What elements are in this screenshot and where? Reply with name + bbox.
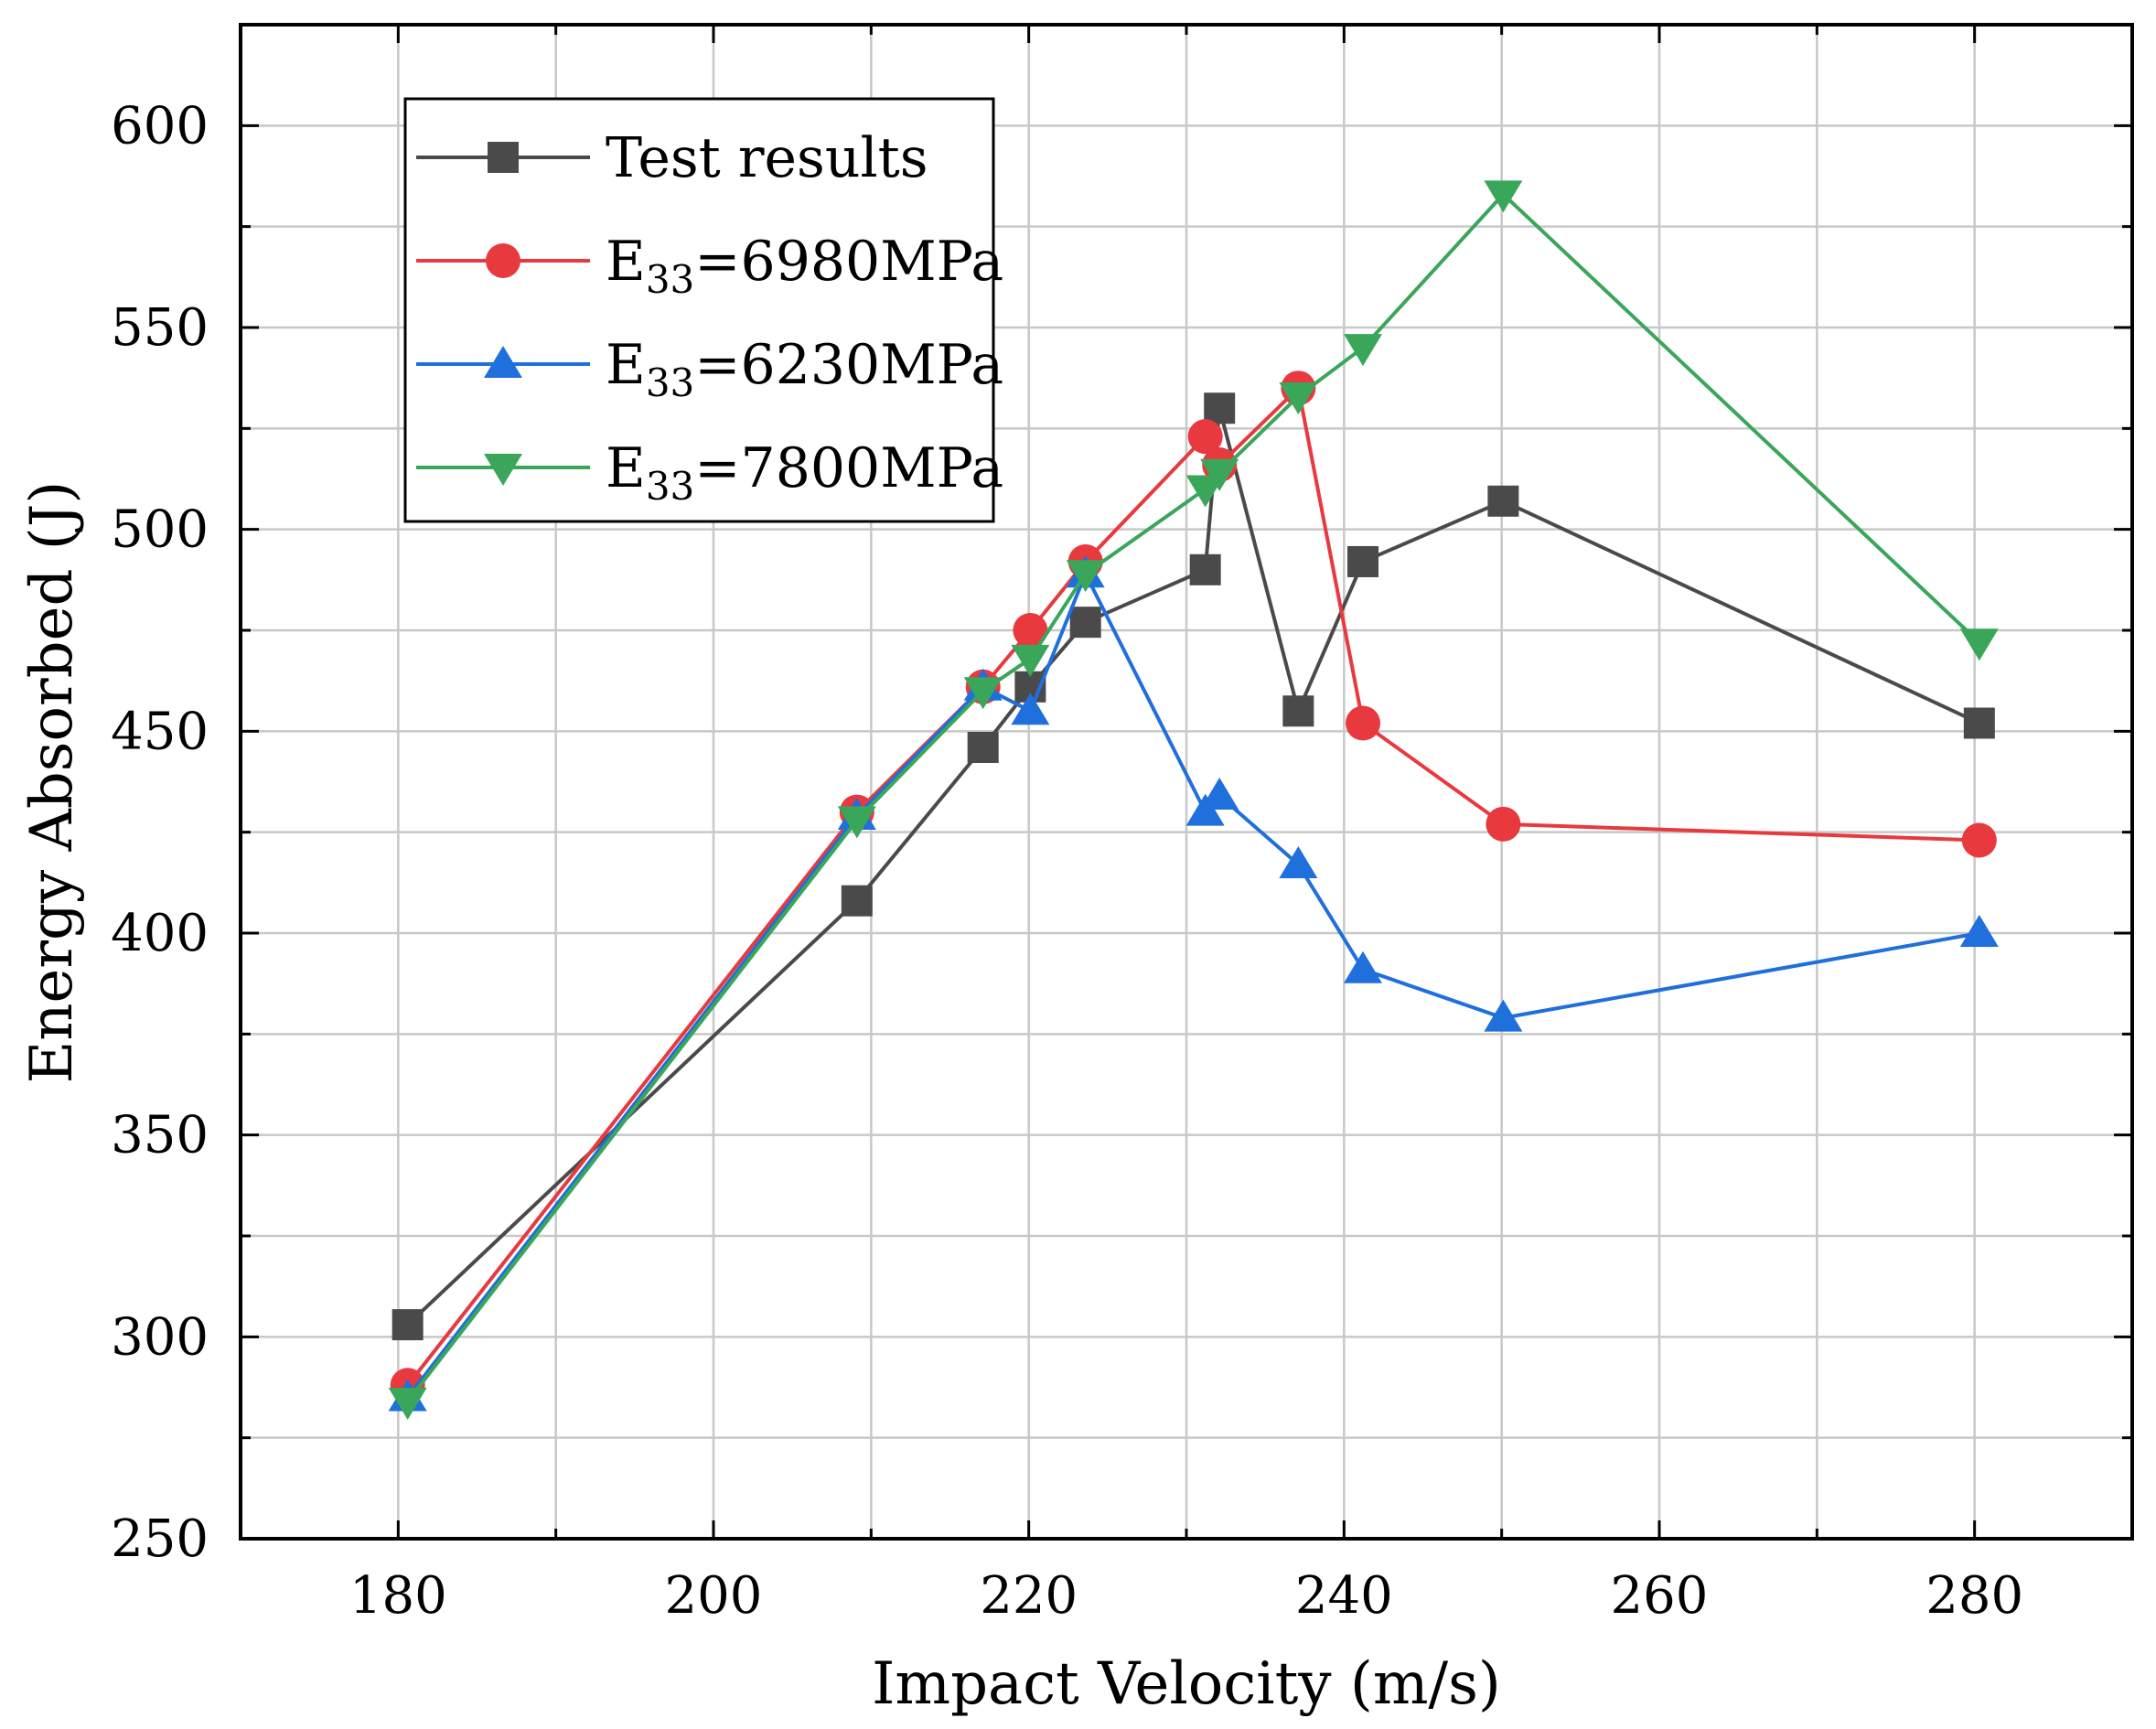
data-point	[392, 1309, 424, 1341]
legend-label-base: E	[606, 333, 646, 397]
y-tick-label: 450	[111, 702, 209, 761]
data-point	[1959, 915, 1999, 947]
data-point	[1486, 806, 1521, 842]
series-layer	[388, 180, 1999, 1420]
data-point	[1963, 707, 1995, 739]
data-point	[841, 885, 873, 917]
y-axis-title: Energy Absorbed (J)	[18, 481, 86, 1084]
legend-marker	[486, 243, 520, 278]
data-point	[1200, 777, 1239, 810]
legend-label-rest: =6980MPa	[694, 230, 1003, 294]
legend-label: E33=6230MPa	[606, 333, 1003, 405]
ticks: 180 200 220 240 260 280 250 300 350 400 450 500 550 6…	[111, 25, 2134, 1626]
data-point	[967, 731, 999, 763]
series-4	[388, 180, 1999, 1420]
legend-label-subscript: 33	[646, 257, 694, 302]
y-tick-label: 350	[111, 1106, 209, 1165]
data-point	[1344, 950, 1383, 983]
data-point	[1200, 458, 1239, 491]
legend-label-rest: =7800MPa	[694, 436, 1003, 500]
data-point	[1961, 822, 1997, 858]
data-point	[963, 677, 1003, 710]
data-point	[1066, 560, 1105, 593]
data-point	[1011, 693, 1050, 725]
x-tick-label: 240	[1295, 1566, 1393, 1626]
data-point	[1069, 607, 1101, 639]
data-point	[1484, 999, 1523, 1032]
data-point	[1279, 845, 1318, 878]
data-point	[1187, 419, 1223, 455]
x-tick-label: 280	[1925, 1566, 2023, 1626]
data-point	[1487, 485, 1519, 517]
x-tick-label: 200	[665, 1566, 763, 1626]
y-tick-label: 550	[111, 298, 209, 358]
legend-label-subscript: 33	[646, 464, 694, 509]
data-point	[1344, 334, 1383, 367]
data-point	[1959, 628, 1999, 661]
data-point	[1013, 613, 1048, 648]
data-point	[1347, 545, 1379, 577]
data-point	[1189, 553, 1221, 585]
data-point	[1011, 644, 1050, 677]
data-point	[1204, 392, 1236, 424]
y-tick-label: 500	[111, 500, 209, 560]
data-point	[388, 1387, 427, 1420]
data-point	[1346, 705, 1381, 741]
data-point	[1279, 382, 1318, 415]
y-tick-label: 600	[111, 96, 209, 156]
legend-label: E33=6980MPa	[606, 230, 1003, 302]
legend-label-base: E	[606, 436, 646, 500]
legend-label-subscript: 33	[646, 360, 694, 405]
data-point	[837, 806, 876, 839]
y-tick-label: 400	[111, 904, 209, 963]
data-point	[1484, 180, 1523, 213]
legend-label-base: E	[606, 230, 646, 294]
legend-marker	[484, 346, 522, 378]
legend-marker	[484, 454, 522, 486]
data-point	[1282, 695, 1314, 727]
x-tick-label: 260	[1611, 1566, 1709, 1626]
x-axis-title: Impact Velocity (m/s)	[872, 1650, 1501, 1718]
legend-label: E33=7800MPa	[606, 436, 1003, 509]
x-tick-label: 180	[349, 1566, 447, 1626]
legend-marker	[488, 142, 519, 173]
y-tick-label: 250	[111, 1509, 209, 1569]
series-1	[392, 392, 1995, 1341]
legend-label: Test results	[606, 126, 928, 190]
legend-label-base: Test results	[606, 126, 928, 190]
y-tick-label: 300	[111, 1307, 209, 1367]
data-point	[1185, 793, 1225, 826]
x-tick-label: 220	[980, 1566, 1078, 1626]
legend: Test resultsE33=6980MPaE33=6230MPaE33=78…	[403, 97, 1003, 523]
legend-label-rest: =6230MPa	[694, 333, 1003, 397]
